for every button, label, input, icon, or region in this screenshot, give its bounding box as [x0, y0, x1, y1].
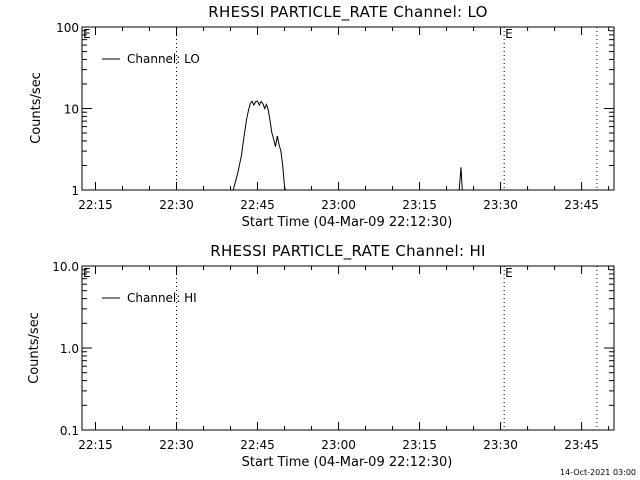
y-tick-label: 10 — [64, 103, 79, 117]
data-series-line — [232, 100, 286, 190]
time-marker-label: E — [505, 266, 513, 280]
x-tick-label: 23:45 — [564, 198, 599, 212]
data-series-line — [458, 167, 464, 190]
legend-label: Channel: LO — [127, 52, 200, 66]
y-tick-label: 100 — [56, 21, 79, 35]
y-axis-label-lo: Counts/sec — [29, 72, 44, 144]
x-tick-label: 22:15 — [78, 198, 113, 212]
x-tick-label: 23:00 — [321, 198, 356, 212]
y-tick-label: 10.0 — [52, 260, 79, 274]
x-tick-label: 22:15 — [78, 438, 113, 452]
x-tick-label: 23:30 — [483, 438, 518, 452]
plot-content-hi: 22:15 22:30 22:45 23:00 23:15 23:30 23:45 0.1 1.… — [52, 260, 615, 452]
time-marker-label: E — [83, 27, 91, 41]
panel-lo: RHESSI PARTICLE_RATE Channel: LO Counts/… — [29, 3, 615, 230]
x-tick-label: 22:45 — [240, 438, 275, 452]
x-tick-label: 22:45 — [240, 198, 275, 212]
x-tick-label: 23:30 — [483, 198, 518, 212]
x-tick-label: 22:30 — [159, 438, 194, 452]
time-marker-label: E — [83, 266, 91, 280]
plot-content-lo: 22:15 22:30 22:45 23:00 23:15 23:30 23:45 1 10 10… — [56, 21, 615, 212]
chart-title-hi: RHESSI PARTICLE_RATE Channel: HI — [210, 242, 486, 261]
y-tick-label: 1.0 — [60, 342, 79, 356]
x-axis-label-lo: Start Time (04-Mar-09 22:12:30) — [242, 215, 453, 230]
x-tick-label: 22:30 — [159, 198, 194, 212]
x-tick-label: 23:15 — [402, 438, 437, 452]
time-marker-label: E — [505, 27, 513, 41]
x-tick-label: 23:00 — [321, 438, 356, 452]
footer-timestamp: 14-Oct-2021 03:00 — [560, 468, 636, 477]
x-tick-label: 23:15 — [402, 198, 437, 212]
legend-label: Channel: HI — [127, 291, 197, 305]
x-axis-label-hi: Start Time (04-Mar-09 22:12:30) — [242, 455, 453, 470]
y-tick-label: 0.1 — [60, 424, 79, 438]
chart-title-lo: RHESSI PARTICLE_RATE Channel: LO — [208, 3, 487, 22]
y-tick-label: 1 — [71, 184, 79, 198]
panel-hi: RHESSI PARTICLE_RATE Channel: HI Counts/… — [27, 242, 615, 470]
x-tick-label: 23:45 — [564, 438, 599, 452]
y-axis-label-hi: Counts/sec — [27, 312, 42, 384]
